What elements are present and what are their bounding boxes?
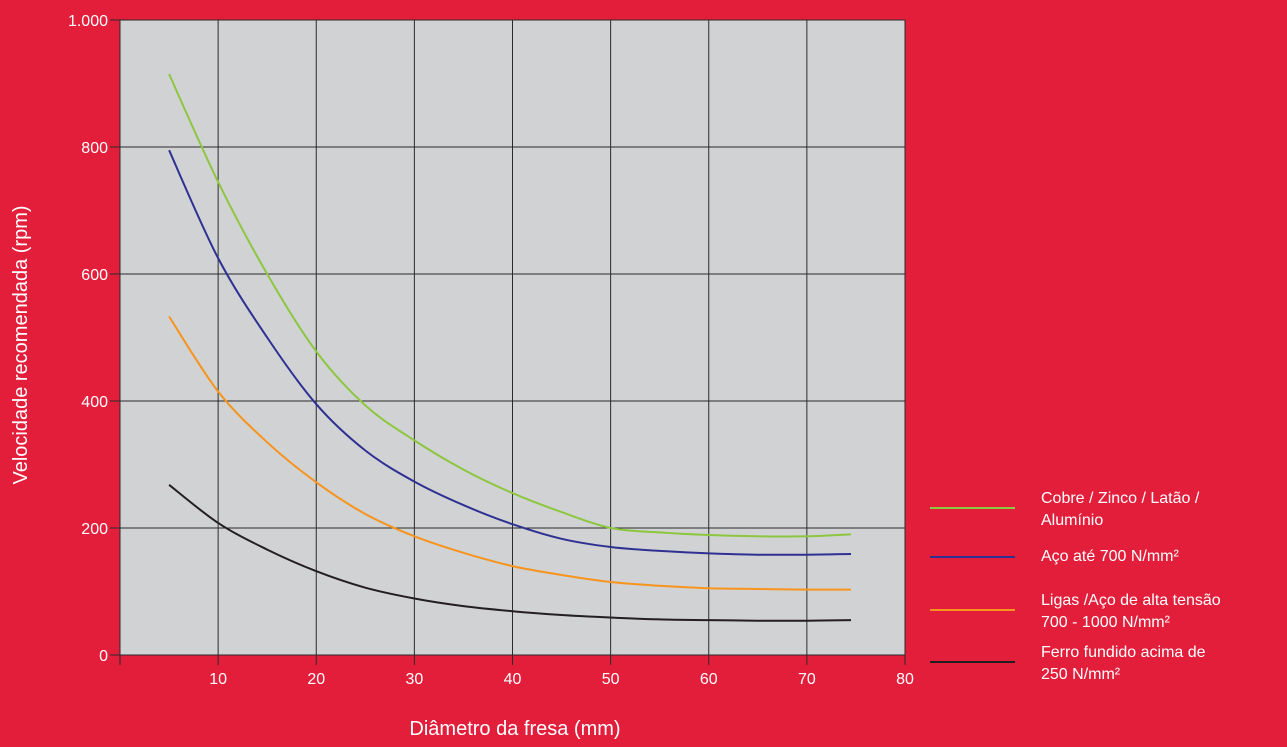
x-tick-label: 70 xyxy=(798,671,816,688)
legend-label-2: Aço até 700 N/mm² xyxy=(1041,548,1180,565)
x-tick-label: 60 xyxy=(700,671,718,688)
legend-label-1: Cobre / Zinco / Latão / xyxy=(1041,490,1200,507)
x-tick-label: 30 xyxy=(405,671,423,688)
series-line-1 xyxy=(168,73,852,538)
legend-label-1: Alumínio xyxy=(1041,512,1103,529)
series-line-2 xyxy=(168,149,852,556)
y-tick-label: 0 xyxy=(99,648,108,665)
legend-label-4: 250 N/mm² xyxy=(1041,666,1121,683)
series-line-4 xyxy=(168,484,852,622)
y-axis-title: Velocidade recomendada (rpm) xyxy=(10,205,32,484)
legend-label-3: 700 - 1000 N/mm² xyxy=(1041,614,1171,631)
y-tick-label: 1.000 xyxy=(68,13,108,30)
series-line-3 xyxy=(168,315,852,591)
x-tick-label: 20 xyxy=(307,671,325,688)
legend-label-3: Ligas /Aço de alta tensão xyxy=(1041,592,1221,609)
y-tick-label: 800 xyxy=(81,140,108,157)
x-tick-label: 50 xyxy=(602,671,620,688)
legend-label-4: Ferro fundido acima de xyxy=(1041,644,1206,661)
x-tick-label: 40 xyxy=(504,671,522,688)
x-axis-title: Diâmetro da fresa (mm) xyxy=(409,718,620,740)
y-tick-label: 200 xyxy=(81,521,108,538)
y-tick-label: 400 xyxy=(81,394,108,411)
x-tick-label: 10 xyxy=(209,671,227,688)
series xyxy=(168,73,852,622)
x-tick-label: 80 xyxy=(896,671,914,688)
legend: Cobre / Zinco / Latão / Alumínio Aço até 7… xyxy=(930,490,1221,683)
y-tick-label: 600 xyxy=(81,267,108,284)
